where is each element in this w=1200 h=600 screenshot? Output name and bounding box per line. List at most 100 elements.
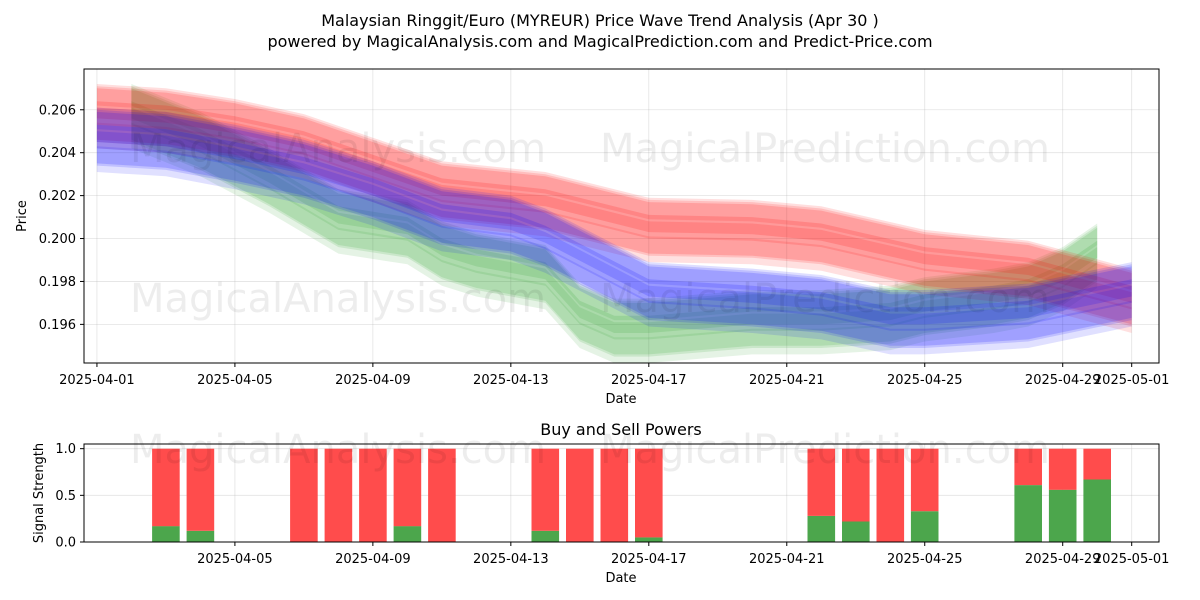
sell-bar: [290, 448, 318, 542]
sell-bar: [428, 448, 456, 542]
price-grid: [84, 69, 1159, 363]
price-band-0-1: [131, 86, 1098, 340]
price-y-tick-label: 0.196: [39, 318, 76, 333]
buy-bar: [186, 530, 215, 542]
sell-bar: [324, 448, 353, 542]
price-band-1-0: [96, 88, 1132, 325]
price-band-2-2: [96, 131, 1132, 348]
price-band-1-3: [96, 84, 1132, 290]
price-bands: [96, 84, 1132, 363]
signal-y-tick-label: 0.5: [55, 489, 76, 504]
buy-bar: [807, 515, 836, 542]
price-band-0-0: [131, 88, 1098, 355]
signal-x-tick-label: 2025-04-05: [197, 552, 273, 567]
price-x-tick-label: 2025-05-01: [1094, 373, 1170, 388]
buy-bar: [910, 511, 939, 542]
price-band-1-4: [96, 122, 1132, 333]
sell-bar: [566, 448, 594, 542]
price-x-tick-label: 2025-04-01: [59, 373, 135, 388]
signal-x-axis-label: Date: [605, 571, 636, 586]
price-band-2-1: [96, 109, 1132, 331]
buy-bar: [842, 521, 870, 542]
sell-bar: [842, 448, 870, 522]
signal-y-tick-label: 0.0: [55, 536, 76, 551]
price-band-0-2: [131, 107, 1098, 357]
price-band-1-5: [96, 101, 1132, 303]
buy-bar: [635, 537, 663, 542]
watermark-prediction-top-1: MagicalPrediction.com: [600, 126, 1050, 172]
signal-y-ticks: 0.0 0.5 1.0: [55, 442, 84, 551]
sell-bar: [531, 448, 560, 531]
price-band-2-5: [96, 124, 1132, 325]
price-x-tick-label: 2025-04-09: [335, 373, 411, 388]
price-plot: MagicalAnalysis.com MagicalPrediction.co…: [15, 68, 1169, 407]
sell-bar: [1014, 448, 1042, 486]
price-x-tick-label: 2025-04-25: [887, 373, 963, 388]
signal-y-axis-label: Signal Strength: [32, 443, 47, 543]
price-y-tick-label: 0.198: [39, 275, 76, 290]
sell-bar: [186, 448, 215, 531]
price-band-2-3: [96, 107, 1132, 312]
signal-x-tick-label: 2025-04-13: [473, 552, 549, 567]
price-x-tick-label: 2025-04-29: [1025, 373, 1101, 388]
price-y-tick-label: 0.200: [39, 232, 76, 247]
price-y-axis-label: Price: [15, 200, 30, 232]
signal-x-tick-label: 2025-04-17: [611, 552, 687, 567]
price-y-ticks: 0.196 0.198 0.200 0.202 0.204 0.206: [39, 103, 84, 333]
price-x-tick-label: 2025-04-17: [611, 373, 687, 388]
buy-bar: [531, 530, 560, 542]
price-plot-frame: [83, 68, 1160, 364]
price-band-1-1: [96, 86, 1132, 310]
signal-x-tick-label: 2025-04-21: [749, 552, 825, 567]
price-x-ticks: 2025-04-01 2025-04-05 2025-04-09 2025-04-13…: [59, 363, 1169, 388]
chart-subtitle: powered by MagicalAnalysis.com and Magic…: [267, 32, 932, 51]
sell-bar: [1048, 448, 1077, 490]
price-plot-background: [84, 69, 1159, 363]
price-x-tick-label: 2025-04-13: [473, 373, 549, 388]
price-band-0-3: [131, 84, 1098, 321]
sell-bar: [600, 448, 629, 542]
buy-bar: [1048, 489, 1077, 542]
buy-bar: [393, 526, 422, 542]
sell-bar: [1083, 448, 1111, 480]
signal-x-tick-label: 2025-05-01: [1094, 552, 1170, 567]
sell-bar: [359, 448, 387, 542]
signal-y-tick-label: 1.0: [55, 442, 76, 457]
price-band-1-2: [96, 107, 1132, 327]
buy-bar: [152, 526, 180, 542]
sell-bar: [152, 448, 180, 527]
sell-bar: [807, 448, 836, 516]
price-x-axis-label: Date: [605, 392, 636, 407]
sell-bar: [876, 448, 905, 542]
signal-x-ticks: 2025-04-05 2025-04-09 2025-04-13 2025-04-17…: [197, 542, 1169, 567]
signal-plot-title: Buy and Sell Powers: [540, 420, 702, 439]
buy-bar: [1014, 485, 1042, 542]
signal-watermarks: MagicalAnalysis.com MagicalPrediction.co…: [130, 427, 1050, 473]
chart-title: Malaysian Ringgit/Euro (MYREUR) Price Wa…: [321, 11, 879, 30]
watermark-analysis-top-2: MagicalAnalysis.com: [130, 276, 546, 322]
price-watermarks: MagicalAnalysis.com MagicalPrediction.co…: [130, 126, 1050, 322]
price-x-tick-label: 2025-04-21: [749, 373, 825, 388]
watermark-analysis-top-1: MagicalAnalysis.com: [130, 126, 546, 172]
watermark-analysis-bottom: MagicalAnalysis.com: [130, 427, 546, 473]
watermark-prediction-bottom: MagicalPrediction.com: [600, 427, 1050, 473]
signal-x-tick-label: 2025-04-29: [1025, 552, 1101, 567]
watermark-prediction-top-2: MagicalPrediction.com: [600, 276, 1050, 322]
price-band-2-4: [96, 146, 1132, 355]
signal-x-tick-label: 2025-04-09: [335, 552, 411, 567]
sell-bar: [635, 448, 663, 538]
price-y-tick-label: 0.206: [39, 103, 76, 118]
buy-bar: [1083, 479, 1111, 542]
sell-bar: [393, 448, 422, 527]
price-y-tick-label: 0.202: [39, 189, 76, 204]
price-band-2-0: [96, 111, 1132, 346]
sell-bar: [910, 448, 939, 512]
signal-bars: [152, 448, 1111, 542]
signal-plot: Buy and Sell Powers MagicalAnalysis.com …: [32, 420, 1169, 586]
signal-x-tick-label: 2025-04-25: [887, 552, 963, 567]
price-x-tick-label: 2025-04-05: [197, 373, 273, 388]
price-y-tick-label: 0.204: [39, 146, 76, 161]
price-band-0-4: [131, 122, 1098, 363]
signal-plot-frame: [83, 443, 1160, 543]
